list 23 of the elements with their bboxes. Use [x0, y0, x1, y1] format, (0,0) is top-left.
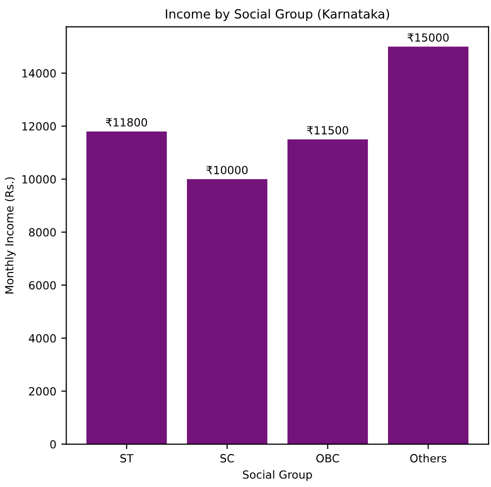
bar — [388, 46, 468, 444]
x-tick-label: SC — [220, 454, 234, 462]
x-tick-label: ST — [120, 454, 134, 462]
y-tick-label: 10000 — [22, 175, 56, 184]
y-tick-label: 4000 — [28, 334, 56, 343]
data-label: ₹10000 — [206, 166, 248, 174]
data-label: ₹11800 — [106, 118, 148, 127]
y-axis-title: Monthly Income (Rs.) — [4, 177, 16, 294]
chart-title: Income by Social Group (Karnataka) — [166, 8, 390, 22]
x-axis-title: Social Group — [243, 470, 312, 481]
y-tick-label: 8000 — [29, 228, 56, 237]
y-tick-label: 6000 — [29, 281, 56, 290]
data-label: ₹11500 — [307, 126, 348, 134]
bar — [186, 179, 268, 444]
y-tick-label: 14000 — [22, 69, 56, 78]
y-tick-label: 12000 — [22, 122, 56, 131]
y-tick-label: 0 — [50, 440, 56, 449]
data-label: ₹15000 — [408, 33, 449, 42]
bar — [287, 139, 368, 444]
y-tick-label: 2000 — [29, 387, 56, 396]
x-tick-label: Others — [410, 454, 446, 462]
x-tick-label: OBC — [316, 454, 340, 462]
bar — [86, 131, 167, 444]
